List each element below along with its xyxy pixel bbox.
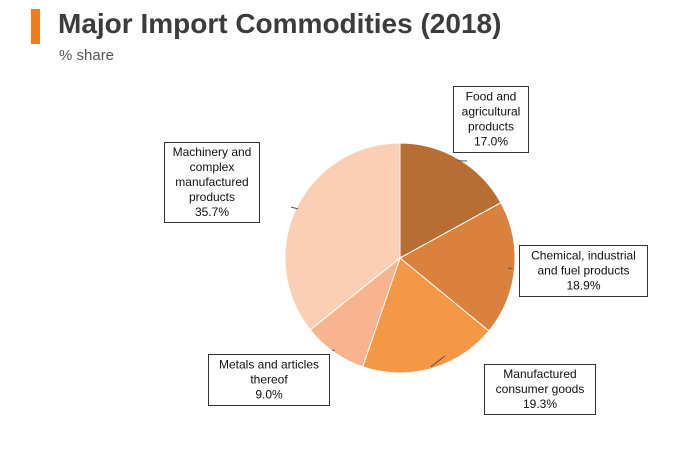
data-label: Food and agricultural products 17.0% [462,90,521,149]
pie-slice [399,142,502,259]
pie-slice [399,202,516,332]
data-label: Metals and articles thereof 9.0% [219,358,319,402]
pie-slice [362,257,490,374]
data-label-box [484,364,596,415]
data-label-box [519,245,648,297]
data-label: Manufactured consumer goods 19.3% [496,367,585,411]
data-label: Chemical, industrial and fuel products 18.… [531,249,636,293]
data-label-box [164,142,260,223]
data-label-box [453,86,529,153]
data-label: Machinery and complex manufactured products… [173,145,252,219]
data-label-box [208,354,330,406]
chart-subtitle: % share [59,47,115,64]
leader-line [430,355,446,368]
leader-line [290,206,299,210]
chart-title: Major Import Commodities (2018) [58,8,502,39]
title-accent-bar [31,9,40,44]
